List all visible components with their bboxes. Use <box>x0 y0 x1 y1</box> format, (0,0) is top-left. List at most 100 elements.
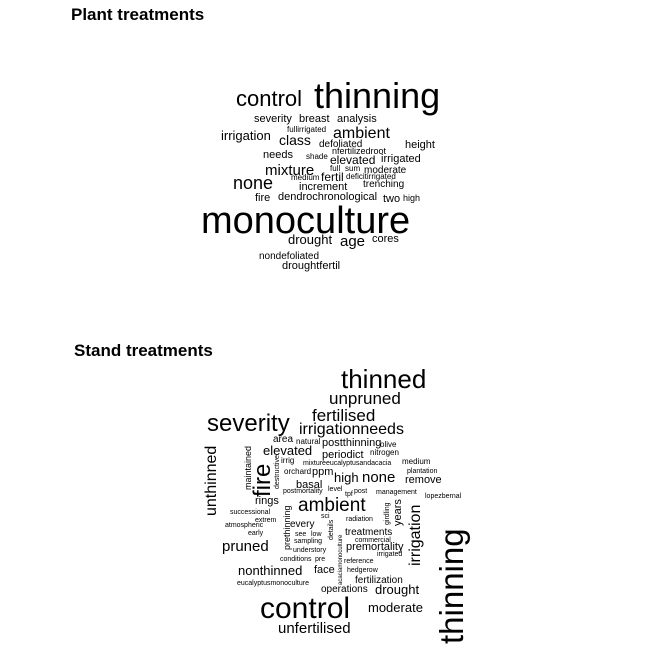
word: unthinned <box>203 446 220 516</box>
word: two <box>383 193 400 205</box>
word: low <box>311 531 322 538</box>
word: shade <box>306 152 328 161</box>
word: orchard <box>284 467 311 476</box>
word: control <box>260 592 350 625</box>
word: height <box>405 139 435 151</box>
word: high <box>403 193 420 203</box>
word: thinning <box>314 75 440 116</box>
word: lopezbernal <box>425 493 462 500</box>
word: pre <box>315 556 325 563</box>
word: nondefoliated <box>259 251 319 262</box>
word: irrig <box>281 456 294 465</box>
word: area <box>273 434 293 445</box>
word: fertil <box>321 170 344 184</box>
word: class <box>279 132 311 148</box>
word: nfertilizedroot <box>332 146 387 156</box>
word: elevated <box>263 443 312 458</box>
word: thinning <box>433 528 470 644</box>
word: every <box>290 519 314 530</box>
word: prethinning <box>282 505 292 550</box>
word: pruned <box>222 538 269 555</box>
word: drought <box>288 232 332 247</box>
word: remove <box>405 474 442 486</box>
word: droughtfertil <box>282 260 340 272</box>
word: post <box>354 488 367 495</box>
word: maintained <box>243 446 253 490</box>
word: plantation <box>407 468 437 475</box>
word: treatments <box>345 527 392 538</box>
word: fire <box>249 464 276 497</box>
word: high <box>334 470 359 485</box>
word: moderate <box>368 600 423 615</box>
word: ambient <box>333 125 390 142</box>
word: thinned <box>341 364 426 394</box>
word: natural <box>296 437 321 446</box>
word: basal <box>296 479 322 491</box>
word: operations <box>321 584 368 595</box>
word: irrigated <box>381 153 421 165</box>
word: premortality <box>346 541 404 553</box>
word: full <box>330 164 340 173</box>
word: tpf <box>345 491 353 498</box>
word: ambient <box>298 495 366 516</box>
word: radiation <box>346 516 373 523</box>
word: conditions <box>280 556 312 563</box>
word: level <box>328 486 343 493</box>
word: irrigationneeds <box>299 421 404 438</box>
word: girdling <box>384 502 391 525</box>
word: irrigation <box>407 505 424 566</box>
word: dendrochronological <box>278 191 377 203</box>
word: rings <box>255 495 279 507</box>
word: control <box>236 86 302 111</box>
word: sum <box>345 164 360 173</box>
word: atmospheric <box>225 522 264 529</box>
word: nitrogen <box>370 448 399 457</box>
word: mixtureeucalyptusandacacia <box>303 460 391 467</box>
word: mixture <box>265 162 314 179</box>
word: unpruned <box>329 389 401 408</box>
word: periodict <box>322 449 364 461</box>
word: age <box>340 233 365 250</box>
word: successional <box>230 509 271 516</box>
word: none <box>233 173 273 193</box>
word: see <box>295 531 306 538</box>
word: irrigated <box>377 551 402 558</box>
word: early <box>248 530 264 537</box>
word: postmortality <box>283 488 323 495</box>
word: commercial <box>355 537 391 544</box>
word: eucalyptusmonoculture <box>237 580 309 587</box>
word: fertilised <box>312 406 375 425</box>
word: breast <box>299 113 330 125</box>
word: defoliated <box>319 139 362 150</box>
word: monoculture <box>201 200 410 242</box>
word: years <box>392 499 404 526</box>
word: medium <box>402 457 431 466</box>
word: fullirrigated <box>287 125 326 134</box>
word: extrem <box>255 517 277 524</box>
word: cores <box>372 233 399 245</box>
word: trenching <box>363 179 404 190</box>
word: severity <box>207 410 290 437</box>
word: fertilization <box>355 575 403 586</box>
word: sci <box>321 513 330 520</box>
word: deficitirrigated <box>346 172 396 181</box>
word: none <box>362 469 395 486</box>
panel-title-plant: Plant treatments <box>71 5 205 24</box>
word: moderate <box>364 165 407 176</box>
word: face <box>314 564 335 576</box>
word: needs <box>263 149 293 161</box>
word: nonthinned <box>238 563 302 578</box>
word: destructive <box>274 455 281 489</box>
word: unfertilised <box>278 620 351 637</box>
word: severity <box>254 113 292 125</box>
word: drought <box>375 582 419 597</box>
word: ppm <box>312 466 333 478</box>
word: management <box>376 489 417 496</box>
word: analysis <box>337 113 377 125</box>
word: hedgerow <box>347 567 379 574</box>
word: medium <box>291 173 320 182</box>
word: fire <box>255 192 270 204</box>
word: elevated <box>330 153 375 167</box>
